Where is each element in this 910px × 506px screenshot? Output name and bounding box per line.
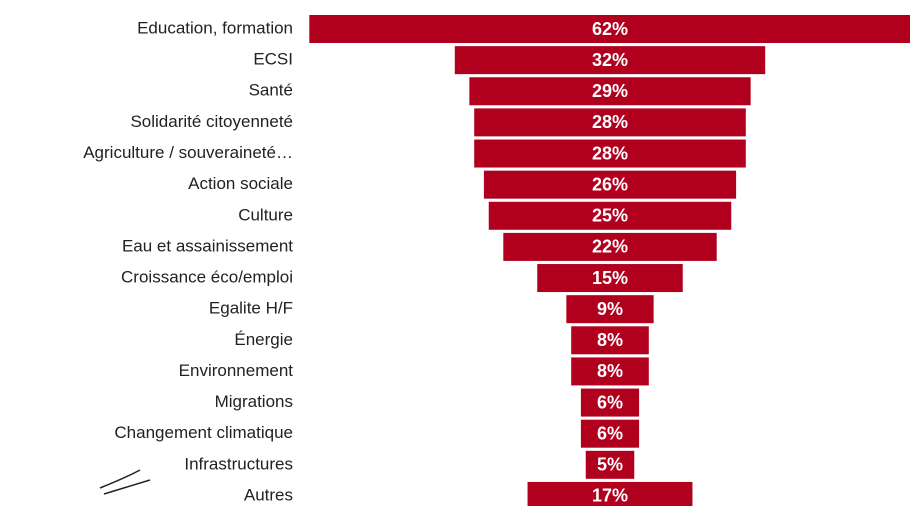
bar [580,388,640,417]
category-label: Santé [249,81,293,100]
scribble [99,469,151,495]
value-label: 17% [592,486,628,506]
bar [474,108,746,137]
value-label: 29% [592,81,628,101]
value-label: 26% [592,174,628,194]
bar [488,201,732,230]
bar [585,450,635,479]
category-label: Autres [244,485,293,504]
category-label: Culture [238,205,293,224]
value-label: 6% [597,423,623,443]
value-label: 62% [592,19,628,39]
value-label: 8% [597,361,623,381]
category-label: Migrations [215,392,293,411]
value-label: 8% [597,330,623,350]
category-label: Egalite H/F [209,299,293,318]
bar [309,15,910,43]
bar [566,295,654,324]
value-label: 22% [592,237,628,257]
bar [571,326,649,355]
category-label: Énergie [234,330,293,349]
bar [483,170,737,199]
category-label: Action sociale [188,174,293,193]
value-label: 9% [597,299,623,319]
value-label: 15% [592,268,628,288]
value-label: 28% [592,112,628,132]
bar [474,139,746,168]
value-label: 32% [592,50,628,70]
bar [503,232,717,261]
category-label: Eau et assainissement [122,236,293,255]
category-label: Agriculture / souveraineté… [83,143,293,162]
category-label: Education, formation [137,18,293,37]
category-label: Croissance éco/emploi [121,268,293,287]
category-label: Environnement [179,361,294,380]
bar [537,264,683,293]
category-label: Changement climatique [114,423,293,442]
value-label: 5% [597,455,623,475]
category-label: ECSI [253,50,293,69]
bar [527,481,693,506]
value-label: 25% [592,206,628,226]
value-label: 6% [597,392,623,412]
bar [571,357,649,386]
category-label: Solidarité citoyenneté [130,112,293,131]
bar [469,77,751,106]
bar [580,419,640,448]
value-label: 28% [592,143,628,163]
bar [454,46,766,75]
category-label: Infrastructures [184,454,293,473]
